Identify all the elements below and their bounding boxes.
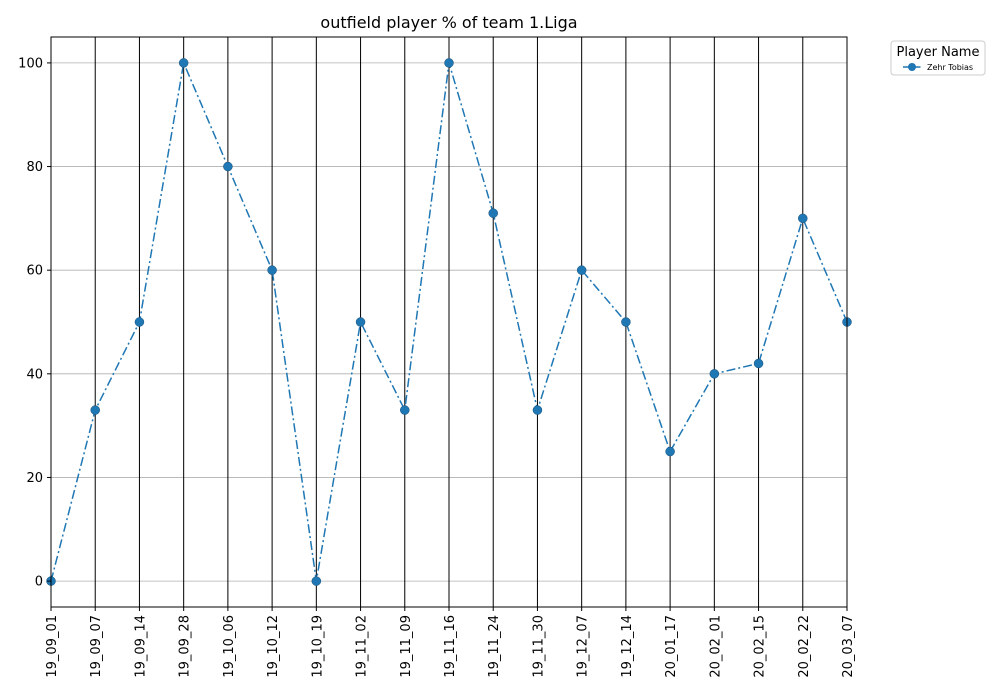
legend-marker xyxy=(908,63,916,71)
y-axis: 0 20 40 60 80 100 xyxy=(18,56,51,590)
x-tick-label: 20_02_15 xyxy=(753,615,768,678)
x-tick-label: 20_01_17 xyxy=(664,615,679,678)
data-point xyxy=(355,317,366,327)
x-tick-label: 19_12_07 xyxy=(576,615,591,678)
data-point xyxy=(134,317,145,327)
x-tick-label: 19_10_19 xyxy=(310,615,325,678)
data-point xyxy=(753,358,764,369)
x-tick-label: 19_11_24 xyxy=(487,615,502,678)
y-tick-label: 20 xyxy=(26,471,43,486)
x-tick-label: 19_09_28 xyxy=(178,615,193,678)
x-tick-label: 19_11_09 xyxy=(399,615,414,678)
data-point xyxy=(532,405,543,415)
x-tick-label: 19_09_14 xyxy=(133,615,148,678)
data-point xyxy=(311,576,322,586)
x-tick-label: 19_09_01 xyxy=(45,615,60,678)
legend-entry-label: Zehr Tobias xyxy=(927,63,973,72)
data-point xyxy=(223,161,233,172)
data-point xyxy=(444,58,454,68)
x-tick-label: 19_09_07 xyxy=(89,615,104,678)
data-point xyxy=(400,405,410,415)
data-point xyxy=(798,213,808,224)
x-axis: 19_09_01 19_09_07 19_09_14 19_09_28 19_10_06… xyxy=(45,607,856,678)
series-layer xyxy=(46,58,852,586)
x-tick-label: 19_10_06 xyxy=(222,615,237,678)
x-tick-label: 19_11_16 xyxy=(443,615,458,678)
x-tick-label: 19_12_14 xyxy=(620,615,635,678)
y-tick-label: 0 xyxy=(35,575,43,590)
x-tick-label: 19_10_12 xyxy=(266,615,281,678)
x-tick-label: 20_02_01 xyxy=(708,615,723,678)
y-tick-label: 100 xyxy=(18,56,43,71)
y-tick-label: 60 xyxy=(26,264,43,279)
data-point xyxy=(267,265,277,275)
data-point xyxy=(621,317,631,327)
legend: Player Name Zehr Tobias xyxy=(890,40,986,76)
chart-title: outfield player % of team 1.Liga xyxy=(320,13,577,32)
data-point xyxy=(576,265,587,275)
x-tick-label: 19_11_30 xyxy=(531,615,546,678)
data-point xyxy=(709,369,720,379)
data-point xyxy=(178,58,189,68)
x-tick-label: 20_03_07 xyxy=(841,615,856,678)
data-point xyxy=(488,208,498,218)
y-tick-label: 80 xyxy=(26,160,43,175)
x-tick-label: 19_11_02 xyxy=(355,615,370,678)
y-tick-label: 40 xyxy=(26,367,43,382)
data-point xyxy=(665,446,675,457)
legend-title: Player Name xyxy=(897,45,980,60)
x-tick-label: 20_02_22 xyxy=(797,615,812,678)
data-point xyxy=(90,405,100,415)
